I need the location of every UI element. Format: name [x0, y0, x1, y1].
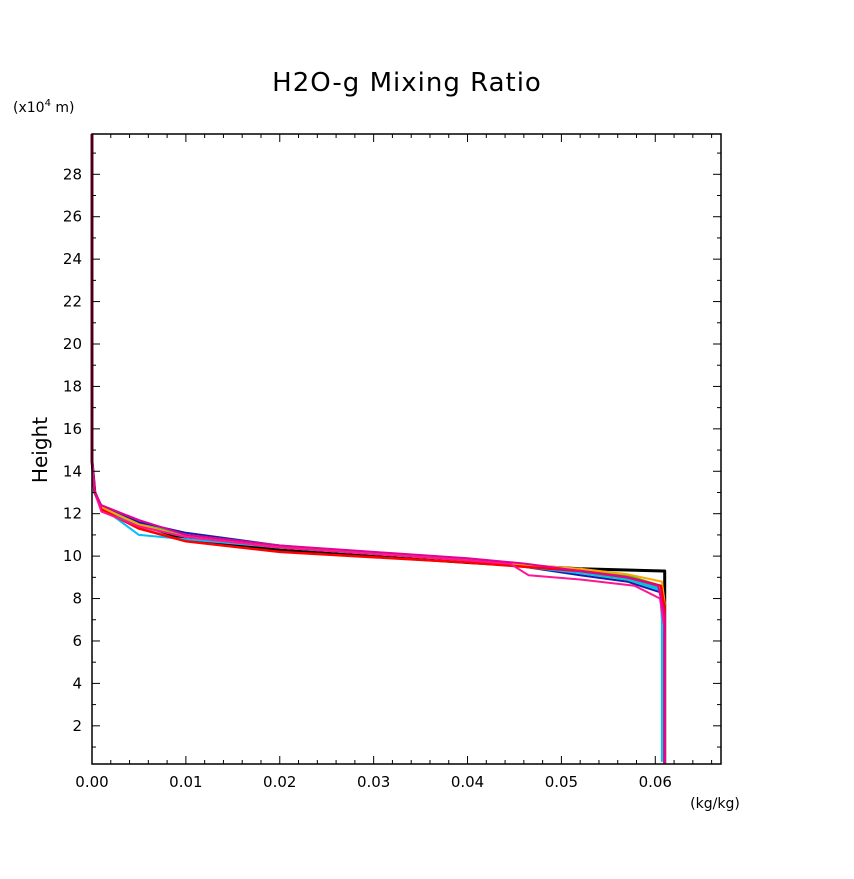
- x-unit-label: (kg/kg): [690, 796, 740, 812]
- y-tick-label: 16: [63, 420, 82, 438]
- series-lines: [90, 134, 667, 764]
- y-tick-label: 6: [72, 632, 82, 650]
- y-tick-label: 2: [72, 717, 82, 735]
- x-tick-label: 0.06: [639, 773, 672, 791]
- y-tick-label: 8: [72, 590, 82, 608]
- y-tick-label: 28: [63, 165, 82, 183]
- x-tick-label: 0.04: [451, 773, 484, 791]
- x-tick-label: 0.00: [75, 773, 108, 791]
- y-tick-label: 10: [63, 547, 82, 565]
- y-tick-label: 22: [63, 293, 82, 311]
- series-line-9: [91, 134, 666, 764]
- chart-title: H2O-g Mixing Ratio: [272, 68, 542, 98]
- y-unit-label: (x104 m): [13, 98, 75, 116]
- y-tick-label: 24: [63, 250, 82, 268]
- y-tick-label: 4: [72, 674, 82, 692]
- x-tick-label: 0.05: [545, 773, 578, 791]
- x-tick-label: 0.03: [357, 773, 390, 791]
- y-tick-label: 14: [63, 462, 82, 480]
- y-tick-label: 26: [63, 208, 82, 226]
- y-tick-label: 12: [63, 505, 82, 523]
- x-tick-label: 0.02: [263, 773, 296, 791]
- x-tick-label: 0.01: [169, 773, 202, 791]
- y-axis-label: Height: [28, 417, 52, 483]
- series-line-8: [91, 134, 666, 764]
- y-tick-label: 18: [63, 377, 82, 395]
- plot-frame: [91, 133, 722, 765]
- y-tick-label: 20: [63, 335, 82, 353]
